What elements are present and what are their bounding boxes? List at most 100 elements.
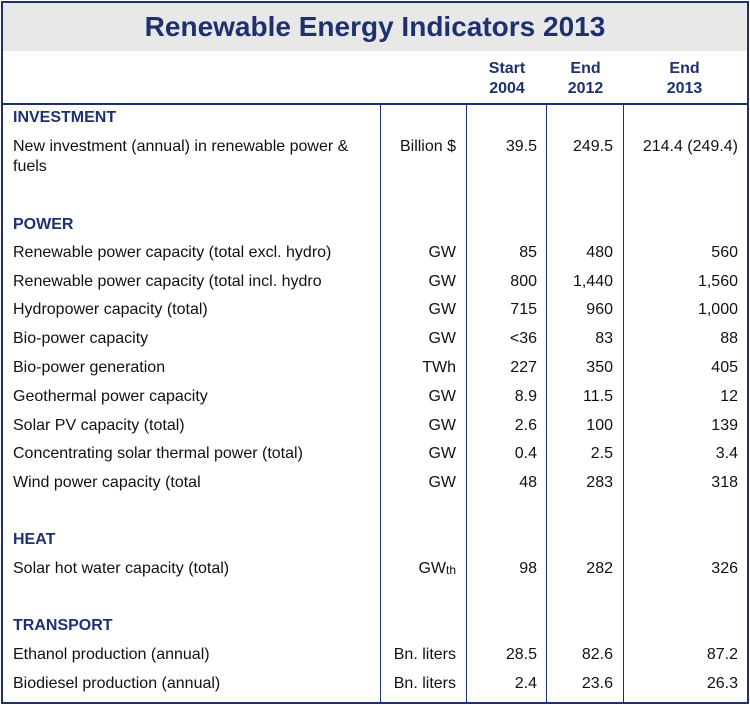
value-2012: 350	[586, 359, 613, 376]
row-unit: GW	[428, 301, 456, 318]
row-label: Hydropower capacity (total)	[13, 301, 208, 318]
row-unit: Bn. liters	[393, 646, 456, 663]
row-unit: GWth	[383, 559, 456, 580]
value-2013: 3.4	[715, 445, 738, 462]
column-header-2012: End 2012	[548, 59, 623, 99]
value-2012: 2.5	[590, 445, 613, 462]
value-2013: 87.2	[706, 646, 738, 663]
table-row: Bio-power capacity GW <36 83 88	[3, 329, 747, 357]
row-unit: Billion $	[399, 138, 456, 155]
title-bar: Renewable Energy Indicators 2013	[3, 3, 747, 51]
row-label: Geothermal power capacity	[13, 388, 208, 405]
row-label: Biodiesel production (annual)	[13, 675, 221, 692]
row-label: Renewable power capacity (total incl. hy…	[13, 273, 322, 290]
row-label: Bio-power capacity	[13, 330, 149, 347]
value-2012: 23.6	[581, 675, 613, 692]
row-label: New investment (annual) in renewable pow…	[13, 138, 349, 175]
value-2004: 800	[510, 273, 537, 290]
table-row: Renewable power capacity (total incl. hy…	[3, 272, 747, 300]
row-label: Concentrating solar thermal power (total…	[13, 445, 303, 462]
row-unit: TWh	[422, 359, 456, 376]
table-row: Wind power capacity (total GW 48 283 318	[3, 473, 747, 501]
value-2004: 28.5	[505, 646, 537, 663]
value-2012: 480	[586, 244, 613, 261]
column-header-2004: Start 2004	[467, 59, 547, 99]
value-2004: 8.9	[514, 388, 537, 405]
table-row: Hydropower capacity (total) GW 715 960 1…	[3, 300, 747, 328]
row-unit-subscript: th	[445, 563, 456, 577]
row-unit: GW	[428, 388, 456, 405]
value-2012: 100	[586, 417, 613, 434]
value-2013: 1,000	[697, 301, 738, 318]
row-label: Solar PV capacity (total)	[13, 417, 185, 434]
column-divider	[623, 103, 624, 702]
column-divider	[466, 103, 467, 702]
value-2013: 405	[711, 359, 738, 376]
value-2004: 2.6	[514, 417, 537, 434]
value-2013: 12	[720, 388, 738, 405]
table-row: New investment (annual) in renewable pow…	[3, 137, 747, 175]
value-2004: 48	[519, 474, 537, 491]
value-2013: 26.3	[706, 675, 738, 692]
row-unit: GW	[428, 474, 456, 491]
column-header-2013-line2: 2013	[666, 80, 703, 97]
value-2013: 88	[720, 330, 738, 347]
table-row: Ethanol production (annual) Bn. liters 2…	[3, 645, 747, 673]
value-2004: 2.4	[514, 675, 537, 692]
table-row: Geothermal power capacity GW 8.9 11.5 12	[3, 387, 747, 415]
table-row: Renewable power capacity (total excl. hy…	[3, 243, 747, 271]
section-heading-heat: HEAT	[13, 531, 56, 548]
row-label: Ethanol production (annual)	[13, 646, 210, 663]
value-2012: 1,440	[572, 273, 613, 290]
value-2013: 318	[711, 474, 738, 491]
column-header-2013: End 2013	[624, 59, 745, 99]
row-unit: GW	[428, 445, 456, 462]
column-header-2004-line2: 2004	[489, 80, 525, 97]
value-2013: 214.4 (249.4)	[642, 138, 738, 155]
value-2013: 139	[711, 417, 738, 434]
value-2012: 960	[586, 301, 613, 318]
value-2004: 39.5	[505, 138, 537, 155]
row-label: Wind power capacity (total	[13, 474, 201, 491]
column-header-2012-line2: 2012	[567, 80, 604, 97]
section-heading-investment: INVESTMENT	[13, 109, 117, 126]
value-2012: 82.6	[581, 646, 613, 663]
row-label: Solar hot water capacity (total)	[13, 560, 230, 577]
column-header-2012-line1: End	[570, 60, 601, 77]
row-unit: Bn. liters	[393, 675, 456, 692]
value-2004: 715	[510, 301, 537, 318]
column-header-row: Start 2004 End 2012 End 2013	[3, 51, 747, 105]
row-unit-main: GW	[418, 560, 446, 577]
section-heading-transport: TRANSPORT	[13, 617, 113, 634]
value-2012: 249.5	[572, 138, 613, 155]
table-row: Solar hot water capacity (total) GWth 98…	[3, 559, 747, 587]
column-header-2013-line1: End	[669, 60, 700, 77]
row-unit: GW	[428, 330, 456, 347]
row-unit: GW	[428, 417, 456, 434]
table-row: Biodiesel production (annual) Bn. liters…	[3, 674, 747, 702]
table-title: Renewable Energy Indicators 2013	[144, 11, 606, 42]
value-2004: <36	[509, 330, 537, 347]
value-2004: 98	[519, 560, 537, 577]
table-row: Solar PV capacity (total) GW 2.6 100 139	[3, 416, 747, 444]
value-2004: 227	[510, 359, 537, 376]
table-row: Concentrating solar thermal power (total…	[3, 444, 747, 472]
value-2004: 85	[519, 244, 537, 261]
value-2013: 560	[711, 244, 738, 261]
value-2012: 11.5	[583, 388, 613, 405]
column-divider	[546, 103, 547, 702]
value-2013: 1,560	[697, 273, 738, 290]
value-2013: 326	[711, 560, 738, 577]
column-divider	[380, 103, 381, 702]
row-unit: GW	[428, 244, 456, 261]
value-2012: 283	[586, 474, 613, 491]
value-2004: 0.4	[514, 445, 537, 462]
value-2012: 282	[586, 560, 613, 577]
value-2012: 83	[595, 330, 613, 347]
column-header-2004-line1: Start	[488, 60, 526, 77]
table-row: Bio-power generation TWh 227 350 405	[3, 358, 747, 386]
row-label: Renewable power capacity (total excl. hy…	[13, 244, 332, 261]
section-heading-power: POWER	[13, 216, 74, 233]
row-unit: GW	[428, 273, 456, 290]
